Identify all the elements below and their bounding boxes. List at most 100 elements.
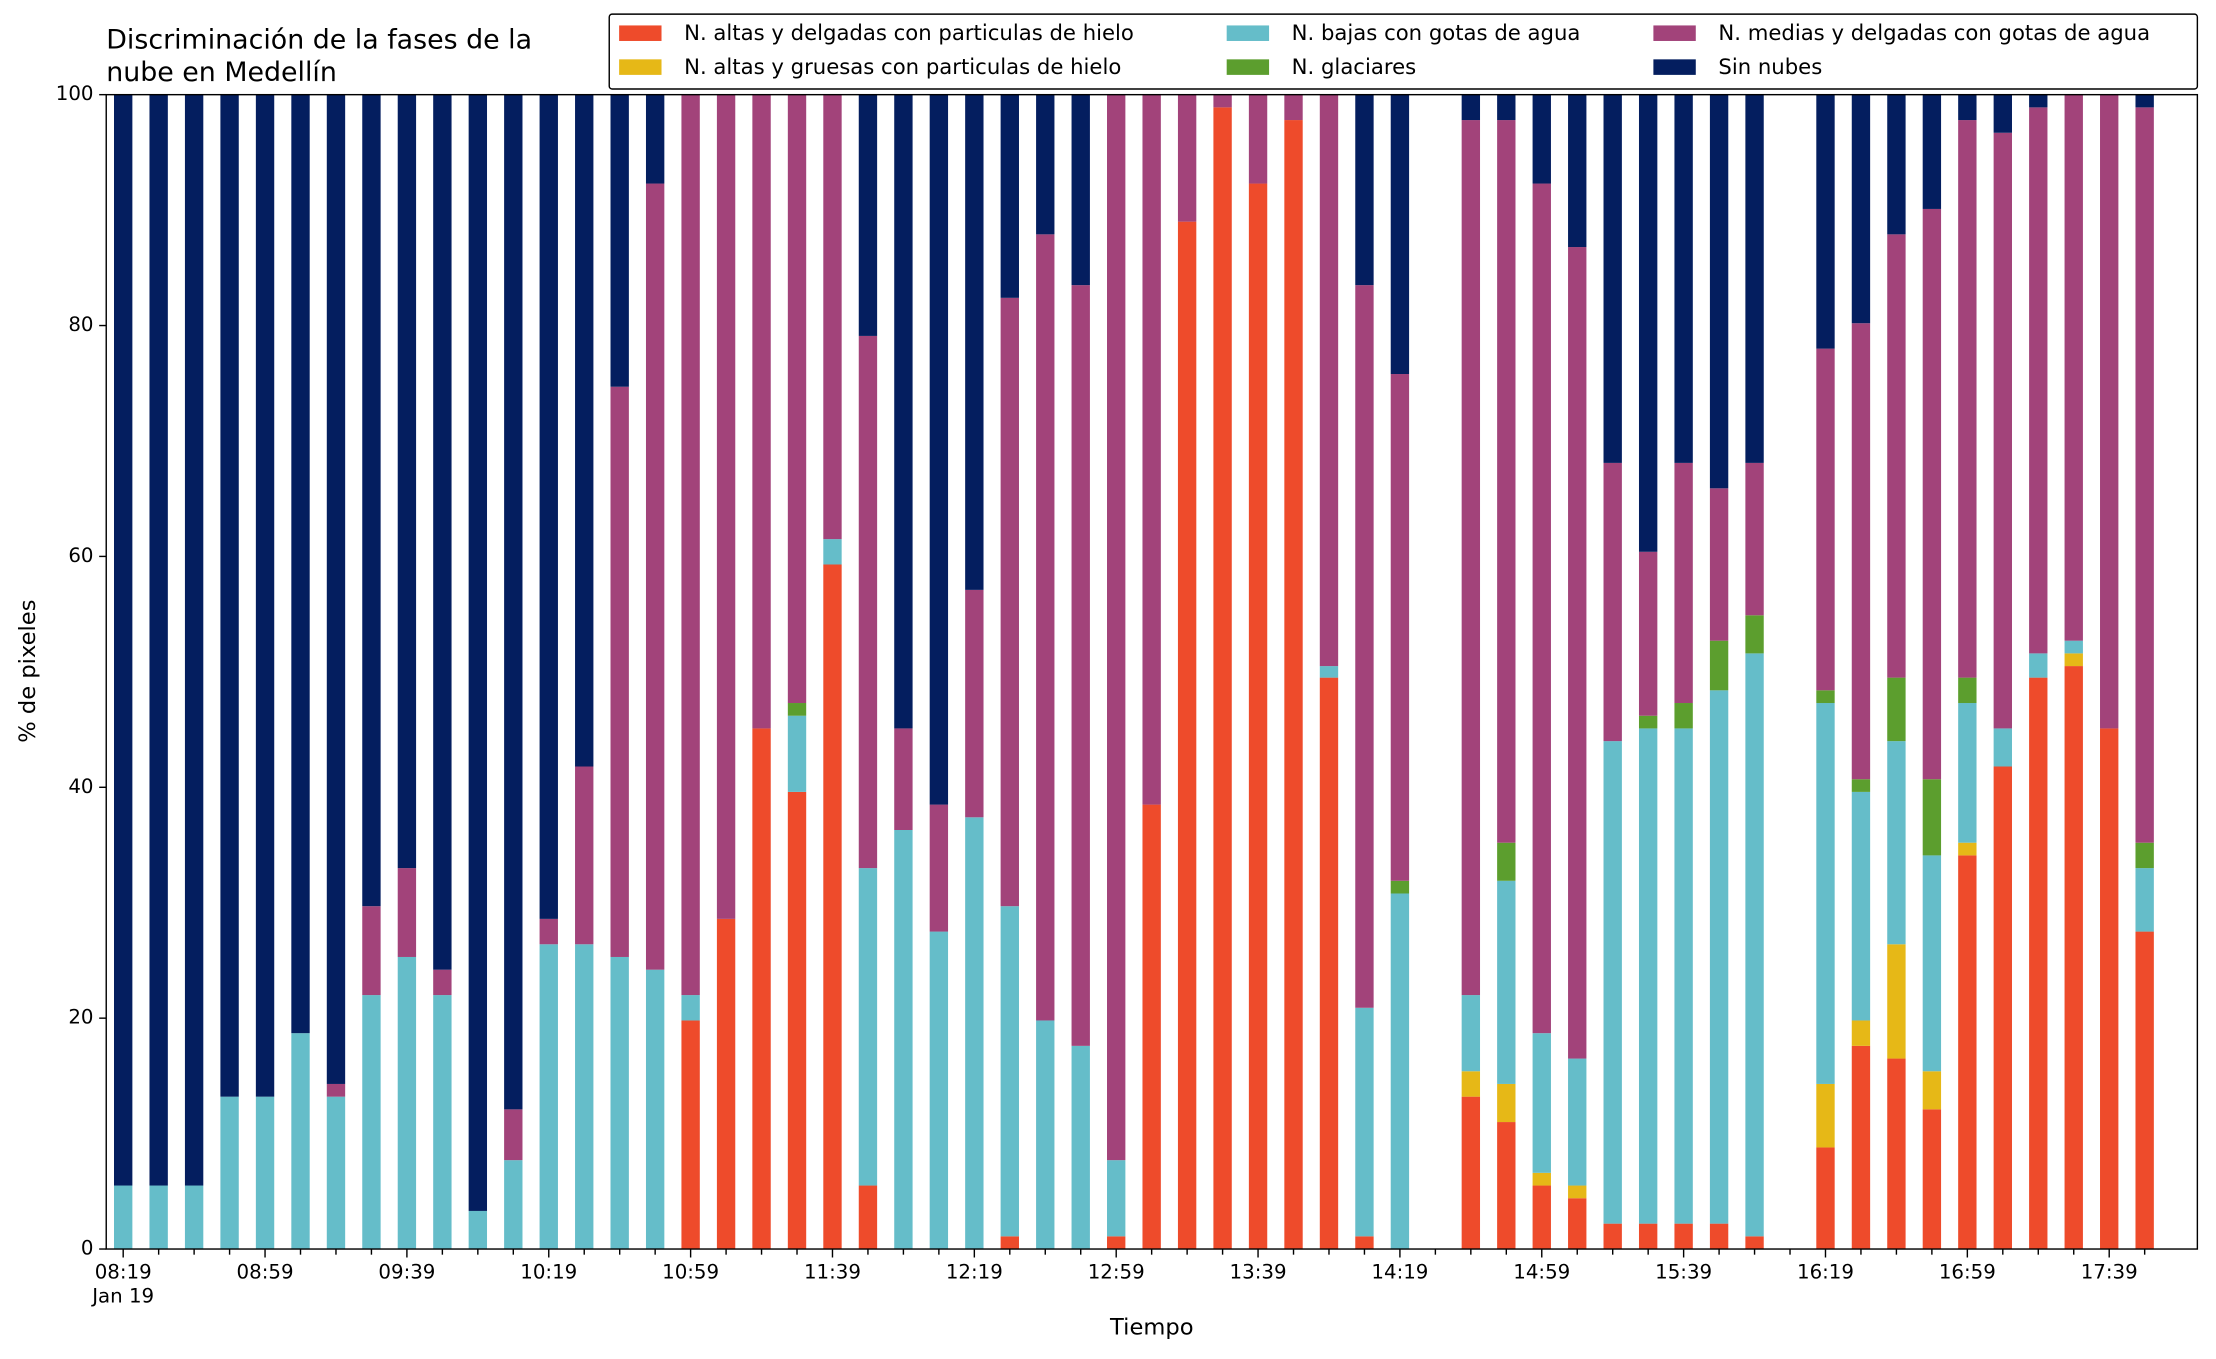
bar-segment — [1532, 183, 1551, 1034]
bar-segment — [1638, 715, 1658, 729]
bar-segment — [1461, 120, 1481, 996]
bar-segment — [362, 906, 381, 996]
bar-segment — [1319, 94, 1339, 667]
bar-segment — [716, 94, 736, 919]
bar-segment — [1319, 666, 1339, 678]
bar-segment — [681, 94, 700, 996]
bar-segment — [1568, 247, 1587, 1059]
bar-segment — [1568, 1198, 1587, 1250]
bar-segment — [1390, 374, 1410, 881]
bar-segment — [929, 931, 949, 1250]
x-tick-label: 13:39 — [1230, 1261, 1287, 1284]
y-tick-label: 80 — [68, 313, 93, 336]
bar-segment — [1816, 1147, 1835, 1250]
bar-segment — [1851, 1020, 1871, 1046]
bar-segment — [326, 1083, 346, 1097]
bar-segment — [1638, 728, 1658, 1224]
bar-segment — [1922, 1109, 1942, 1250]
bar-segment — [362, 995, 381, 1250]
bar-segment — [645, 94, 665, 184]
bar-segment — [1993, 728, 2012, 767]
bar-segment — [1568, 1185, 1587, 1199]
bar-segment — [397, 868, 417, 957]
x-tick-label: 10:19 — [520, 1261, 577, 1284]
chart-title: nube en Medellín — [106, 57, 337, 88]
bar-segment — [1887, 944, 1906, 1059]
bar-segment — [858, 335, 878, 869]
bar-segment — [149, 94, 168, 1186]
bar-segment — [575, 94, 594, 767]
bar-segment — [1887, 94, 1906, 235]
bar-segment — [1532, 1033, 1551, 1173]
bar-segment — [1071, 285, 1090, 1046]
bar-segment — [1709, 94, 1729, 489]
bar-segment — [1107, 1160, 1126, 1237]
bar-segment — [2064, 666, 2083, 1250]
bar-segment — [787, 715, 807, 792]
bar-segment — [1355, 1236, 1374, 1250]
bar-segment — [1142, 804, 1161, 1250]
bar-segment — [1497, 120, 1516, 843]
bar-segment — [1709, 690, 1729, 1224]
bar-segment — [362, 94, 381, 907]
bar-segment — [1958, 842, 1977, 856]
y-axis-label: % de pixeles — [15, 600, 41, 743]
bar-segment — [1887, 741, 1906, 945]
bar-segment — [1958, 855, 1977, 1250]
bar-segment — [539, 918, 558, 945]
bar-segment — [1177, 94, 1197, 222]
bar-segment — [539, 944, 558, 1250]
y-tick-label: 0 — [81, 1237, 94, 1260]
legend-label: N. altas y gruesas con particulas de hie… — [684, 54, 1121, 79]
bar-segment — [433, 995, 452, 1250]
bar-segment — [1887, 677, 1906, 742]
bar-segment — [1922, 1071, 1942, 1110]
bar-segment — [610, 94, 629, 387]
bar-segment — [1568, 94, 1587, 248]
bar-segment — [681, 1020, 700, 1250]
bar-segment — [539, 94, 558, 919]
x-tick-label: 16:19 — [1797, 1261, 1854, 1284]
x-tick-label: 10:59 — [662, 1261, 719, 1284]
bar-segment — [433, 94, 452, 970]
bar-segment — [1000, 1236, 1019, 1250]
bar-segment — [114, 1185, 133, 1250]
bar-segment — [1638, 551, 1658, 716]
bar-segment — [1177, 221, 1197, 1250]
bar-segment — [1071, 1045, 1090, 1250]
bar-segment — [752, 728, 771, 1250]
bar-segment — [2135, 931, 2154, 1250]
bar-segment — [1674, 703, 1693, 729]
bar-segment — [787, 791, 807, 1250]
legend-swatch — [619, 59, 662, 75]
bar-segment — [1532, 94, 1551, 184]
bar-segment — [823, 94, 842, 540]
bar-segment — [1816, 1083, 1835, 1148]
legend-label: N. medias y delgadas con gotas de agua — [1718, 20, 2150, 45]
bar-segment — [1745, 615, 1764, 654]
bar-segment — [504, 1109, 523, 1161]
bar-segment — [1000, 94, 1019, 298]
bar-segment — [787, 94, 807, 704]
bar-segment — [1284, 94, 1303, 121]
bar-segment — [1107, 1236, 1126, 1250]
bar-segment — [858, 94, 878, 336]
bar-segment — [504, 1160, 523, 1250]
bar-segment — [1922, 855, 1942, 1072]
bar-segment — [1461, 94, 1481, 121]
bar-segment — [1709, 488, 1729, 641]
bar-segment — [787, 703, 807, 716]
plot-frame — [105, 93, 2199, 1250]
bar-segment — [2064, 640, 2083, 654]
bar-segment — [1709, 1223, 1729, 1250]
bar-segment — [823, 539, 842, 565]
bar-segment — [326, 94, 346, 1084]
bar-segment — [1603, 741, 1622, 1224]
legend-swatch — [1226, 25, 1270, 41]
bar-segment — [1000, 297, 1019, 907]
y-tick-label: 100 — [56, 82, 94, 105]
legend-swatch — [619, 25, 662, 41]
x-tick-label: 12:19 — [946, 1261, 1003, 1284]
